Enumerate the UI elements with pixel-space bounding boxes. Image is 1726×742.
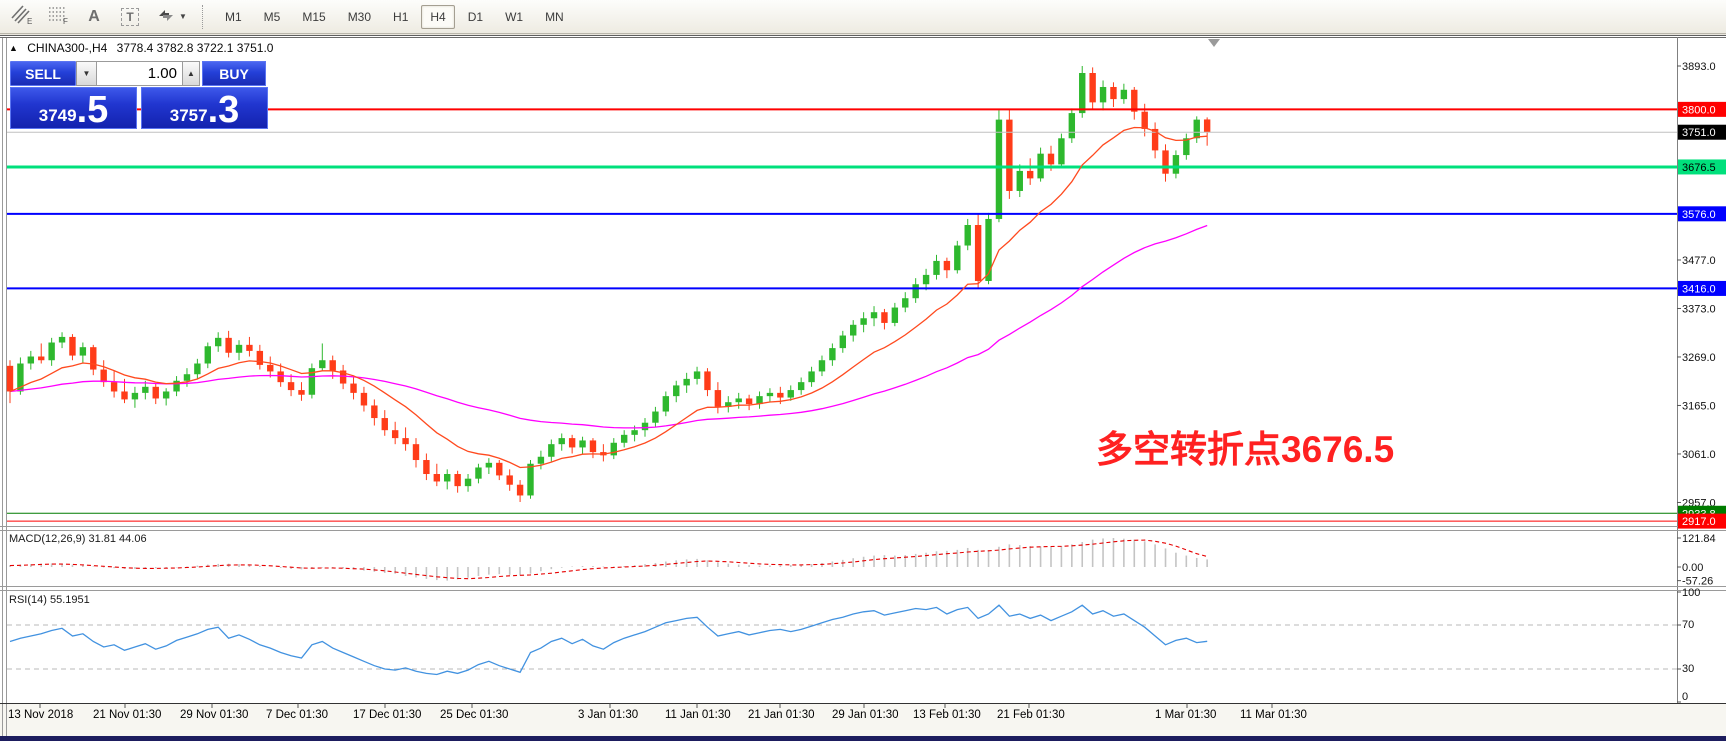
svg-text:3269.0: 3269.0 (1682, 352, 1716, 364)
svg-text:3165.0: 3165.0 (1682, 400, 1716, 412)
svg-text:29 Nov 01:30: 29 Nov 01:30 (180, 709, 248, 721)
svg-text:13 Nov 2018: 13 Nov 2018 (8, 709, 73, 721)
one-click-trade-panel: SELL ▼ 1.00 ▲ BUY 3749 .5 3757 .3 (10, 61, 268, 129)
svg-text:3416.0: 3416.0 (1682, 283, 1716, 295)
price-chart-svg: 3893.03477.03373.03269.03165.03061.02957… (0, 37, 1726, 738)
svg-text:3800.0: 3800.0 (1682, 104, 1716, 116)
timeframe-button-m5[interactable]: M5 (263, 9, 281, 24)
sell-price-int: 3749 (38, 106, 77, 125)
svg-text:17 Dec 01:30: 17 Dec 01:30 (353, 709, 421, 721)
svg-text:3061.0: 3061.0 (1682, 449, 1716, 461)
svg-text:1 Mar 01:30: 1 Mar 01:30 (1155, 709, 1216, 721)
timeframe-button-w1[interactable]: W1 (505, 9, 524, 24)
buy-price-frac: .3 (207, 89, 240, 131)
grid-tool-button[interactable]: F (42, 3, 74, 31)
svg-text:0.00: 0.00 (1682, 562, 1703, 574)
toolbar-separator (202, 4, 204, 29)
timeframe-button-h1[interactable]: H1 (393, 9, 409, 24)
symbol-ohlc-header: ▲ CHINA300-,H4 3778.4 3782.8 3722.1 3751… (9, 41, 273, 55)
toolbar: E F A T (0, 0, 1726, 34)
bottom-window-edge (0, 736, 1726, 741)
svg-text:70: 70 (1682, 619, 1694, 631)
timeframe-button-m30[interactable]: M30 (347, 9, 372, 24)
chevron-down-icon: ▼ (179, 12, 187, 21)
ohlc-values: 3778.4 3782.8 3722.1 3751.0 (116, 41, 274, 55)
svg-text:0: 0 (1682, 691, 1688, 703)
chart-shift-marker-icon (1208, 39, 1220, 47)
svg-text:3676.5: 3676.5 (1682, 162, 1716, 174)
rsi-indicator-label: RSI(14) 55.1951 (9, 594, 90, 606)
svg-text:25 Dec 01:30: 25 Dec 01:30 (440, 709, 508, 721)
volume-dropdown-button[interactable]: ▼ (76, 61, 97, 86)
buy-price-int: 3757 (169, 106, 208, 125)
timeframe-button-mn[interactable]: MN (545, 9, 564, 24)
svg-text:29 Jan 01:30: 29 Jan 01:30 (832, 709, 899, 721)
svg-text:11 Jan 01:30: 11 Jan 01:30 (665, 709, 731, 721)
label-tool-button[interactable]: A (78, 3, 110, 31)
svg-text:11 Mar 01:30: 11 Mar 01:30 (1240, 709, 1307, 721)
buy-price-box[interactable]: 3757 .3 (141, 87, 268, 129)
svg-text:21 Jan 01:30: 21 Jan 01:30 (748, 709, 815, 721)
svg-text:3477.0: 3477.0 (1682, 255, 1716, 267)
volume-increase-button[interactable]: ▲ (183, 61, 200, 86)
macd-indicator-label: MACD(12,26,9) 31.81 44.06 (9, 533, 147, 545)
expand-arrow-icon[interactable]: ▲ (9, 43, 18, 53)
chart-window: 3893.0 3477.0 3373.0 3269.0 3165.0 3061.0 2957… (0, 35, 1726, 742)
svg-text:F: F (63, 17, 68, 25)
svg-text:3 Jan 01:30: 3 Jan 01:30 (578, 709, 638, 721)
svg-text:3893.0: 3893.0 (1682, 61, 1716, 73)
arrow-styles-icon (155, 4, 177, 29)
timeframe-button-h4[interactable]: H4 (421, 4, 455, 29)
text-box-tool-button[interactable]: T (114, 3, 146, 31)
svg-text:21 Nov 01:30: 21 Nov 01:30 (93, 709, 161, 721)
buy-button[interactable]: BUY (202, 61, 266, 86)
timeframe-button-m1[interactable]: M1 (225, 9, 242, 24)
svg-text:3751.0: 3751.0 (1682, 127, 1716, 139)
svg-text:-57.26: -57.26 (1682, 576, 1713, 588)
svg-text:7 Dec 01:30: 7 Dec 01:30 (266, 709, 328, 721)
volume-input[interactable]: 1.00 (97, 61, 183, 86)
line-studies-icon: E (10, 3, 34, 30)
svg-text:30: 30 (1682, 663, 1694, 675)
symbol-name: CHINA300-,H4 (27, 41, 108, 55)
svg-text:121.84: 121.84 (1682, 533, 1716, 545)
label-a-icon: A (88, 7, 100, 25)
svg-text:3373.0: 3373.0 (1682, 303, 1716, 315)
timeframe-group: M1 M5 M15 M30 H1 H4 D1 W1 MN (214, 4, 575, 29)
grid-icon: F (46, 3, 70, 30)
line-studies-tool-button[interactable]: E (6, 3, 38, 31)
timeframe-button-m15[interactable]: M15 (302, 9, 326, 24)
svg-text:E: E (27, 17, 32, 25)
svg-text:21 Feb 01:30: 21 Feb 01:30 (997, 709, 1065, 721)
chart-text-annotation[interactable]: 多空转折点3676.5 (1096, 429, 1395, 470)
text-box-icon: T (121, 7, 139, 26)
sell-button[interactable]: SELL (10, 61, 76, 86)
svg-text:100: 100 (1682, 587, 1700, 599)
sell-price-box[interactable]: 3749 .5 (10, 87, 137, 129)
timeframe-button-d1[interactable]: D1 (467, 9, 484, 24)
arrow-styles-tool-button[interactable]: ▼ (150, 3, 192, 31)
svg-text:2917.0: 2917.0 (1682, 516, 1716, 528)
sell-price-frac: .5 (76, 89, 109, 131)
svg-text:3576.0: 3576.0 (1682, 209, 1716, 221)
svg-text:13 Feb 01:30: 13 Feb 01:30 (913, 709, 981, 721)
